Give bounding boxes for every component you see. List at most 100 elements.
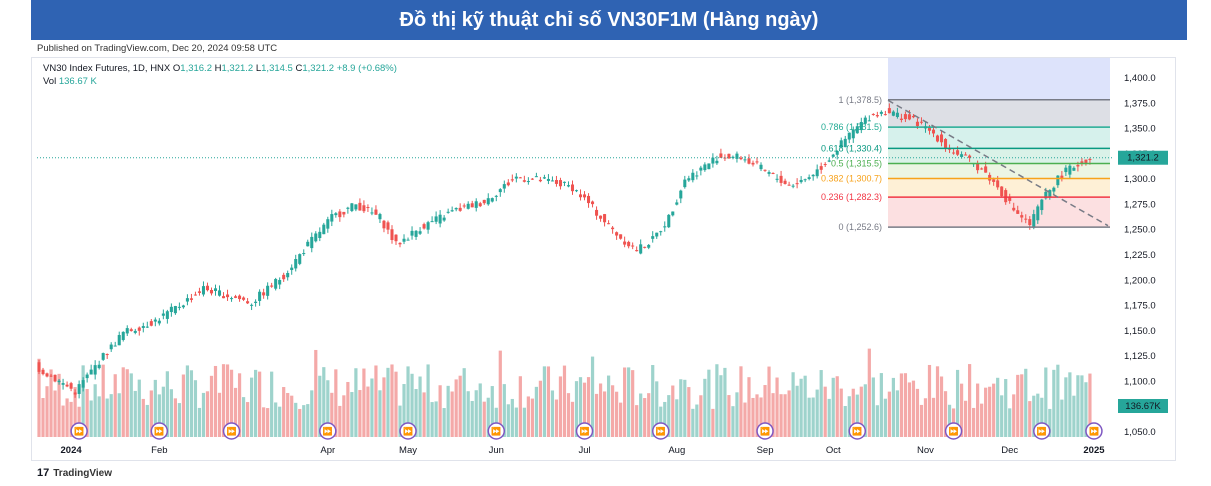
volume-bar: [213, 365, 218, 437]
candle-body: [314, 233, 318, 242]
candle-body: [615, 232, 619, 236]
candle-body: [466, 203, 470, 209]
volume-bar: [310, 390, 314, 437]
candle-body: [956, 150, 960, 155]
volume-bar: [891, 377, 895, 437]
volume-bar: [302, 405, 306, 437]
candle-body: [1060, 175, 1064, 179]
candle-body: [366, 207, 370, 209]
candle-body: [851, 129, 855, 139]
candle-body: [899, 118, 903, 120]
volume-bar: [522, 407, 526, 437]
candle-body: [763, 169, 767, 171]
candle-body: [691, 172, 695, 181]
volume-bar: [426, 364, 430, 437]
volume-bar: [189, 370, 194, 437]
volume-bar: [185, 365, 190, 437]
volume-bar: [141, 398, 145, 437]
event-marker-icon: ⏩: [323, 426, 333, 436]
published-note: Published on TradingView.com, Dec 20, 20…: [37, 43, 278, 54]
volume-bar: [73, 387, 77, 437]
candle-body: [1076, 164, 1080, 167]
candle-body: [739, 157, 743, 160]
candle-body: [221, 296, 226, 299]
candle-body: [639, 244, 643, 254]
volume-bar: [771, 393, 775, 437]
volume-bar: [623, 367, 627, 437]
candle-body: [410, 230, 414, 236]
candle-body: [278, 279, 282, 285]
volume-bar: [382, 377, 386, 437]
volume-bar: [233, 387, 238, 437]
candle-body: [735, 153, 739, 159]
candle-body: [69, 383, 73, 389]
volume-bar: [205, 391, 210, 437]
volume-bar: [919, 404, 924, 437]
volume-bar: [93, 384, 97, 437]
volume-bar: [711, 408, 715, 437]
volume-bar: [342, 395, 346, 437]
candle-body: [775, 178, 779, 180]
candle-body: [430, 221, 434, 223]
candle-body: [402, 238, 406, 242]
volume-bar: [201, 392, 206, 437]
volume-bar: [679, 379, 683, 437]
tradingview-logo-icon: 17: [37, 467, 50, 479]
volume-bar: [939, 376, 944, 437]
volume-bar: [542, 366, 547, 437]
volume-bar: [266, 408, 270, 437]
volume-bar: [466, 391, 470, 437]
candle-body: [795, 183, 799, 185]
volume-bar: [113, 374, 117, 437]
volume-bar: [972, 407, 976, 437]
volume-bar: [859, 386, 863, 437]
time-tick-label: Apr: [320, 445, 335, 456]
candle-body: [835, 151, 839, 155]
volume-bar: [578, 377, 583, 437]
candle-body: [1008, 196, 1012, 201]
volume-bar: [959, 383, 964, 437]
candle-body: [1052, 187, 1056, 192]
volume-bar: [663, 401, 667, 437]
volume-bar: [899, 373, 904, 437]
volume-bar: [145, 404, 149, 437]
candle-body: [1032, 214, 1036, 228]
candle-body: [193, 294, 197, 296]
candle-body: [887, 108, 891, 114]
volume-bar: [631, 370, 635, 437]
volume-bar: [707, 369, 711, 437]
volume-bar: [992, 383, 996, 437]
volume-bar: [751, 397, 755, 437]
event-marker: [150, 422, 169, 440]
candle-body: [743, 159, 747, 161]
volume-bar: [823, 386, 827, 437]
volume-bar: [478, 383, 482, 437]
volume-bar: [847, 396, 851, 437]
volume-bar: [1016, 374, 1020, 437]
candle-body: [783, 180, 787, 184]
candle-body: [948, 148, 952, 150]
candle-body: [73, 392, 77, 395]
price-tick-label: 1,275.0: [1124, 199, 1156, 210]
candle-body: [470, 203, 474, 208]
candle-body: [49, 375, 53, 377]
volume-bar: [81, 365, 85, 437]
volume-bar: [89, 400, 93, 437]
volume-bar: [611, 385, 615, 437]
candle-body: [827, 160, 831, 162]
event-marker-icon: ⏩: [580, 426, 590, 436]
volume-bar: [510, 398, 514, 437]
candle-body: [282, 274, 286, 280]
candle-body: [346, 207, 350, 209]
candle-body: [133, 330, 137, 333]
volume-bar: [655, 381, 659, 437]
open-value: 1,316.2: [180, 63, 212, 74]
candle-body: [839, 140, 843, 148]
time-tick-label: 2024: [61, 445, 83, 456]
volume-bar: [931, 397, 936, 437]
candle-body: [242, 297, 246, 300]
symbol-name[interactable]: VN30 Index Futures, 1D, HNX: [43, 63, 171, 74]
candle-body: [302, 253, 306, 255]
candle-body: [619, 234, 623, 239]
